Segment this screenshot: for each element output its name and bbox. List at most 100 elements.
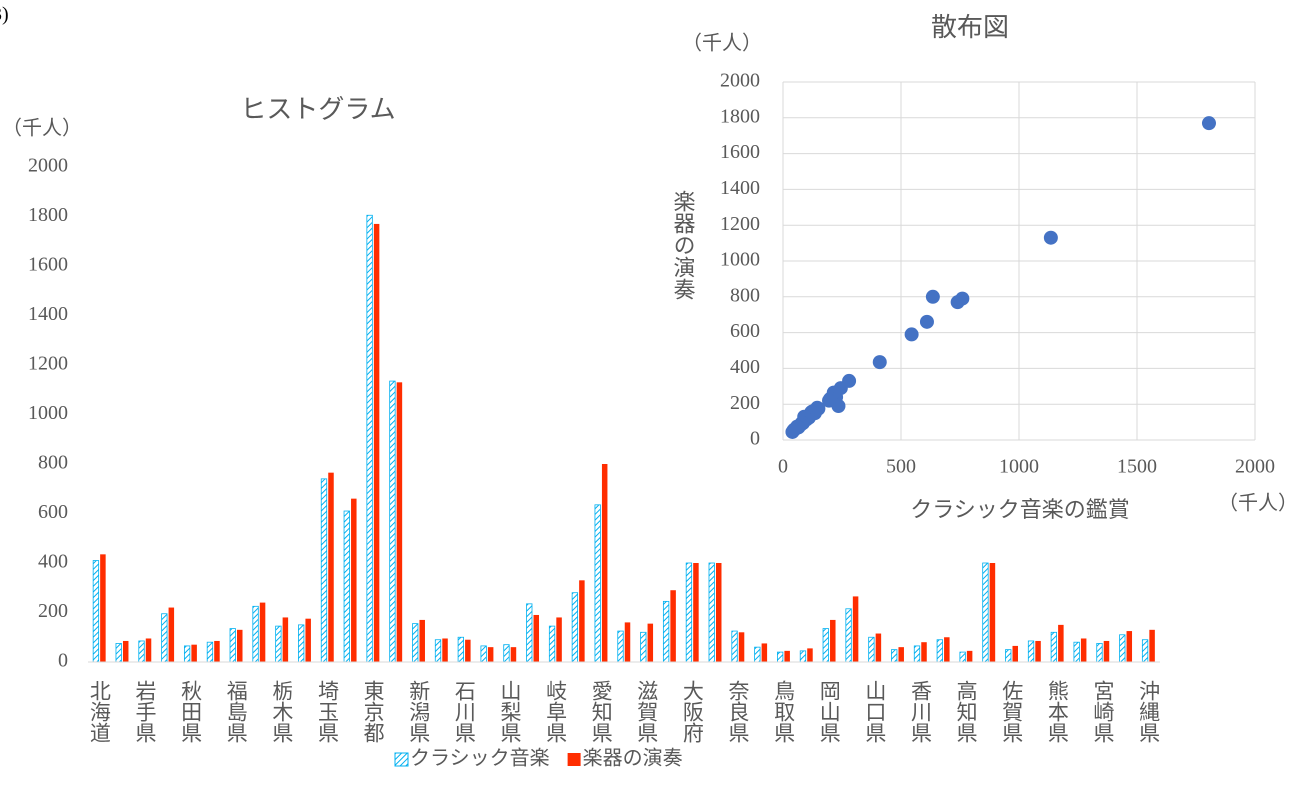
bar bbox=[389, 380, 396, 663]
x-tick-label: 沖縄県 bbox=[1137, 680, 1161, 743]
bar bbox=[328, 472, 334, 662]
point bbox=[904, 327, 919, 342]
y-tick-label: 1800 bbox=[720, 105, 760, 127]
bar bbox=[571, 592, 579, 663]
y-tick-label: 200 bbox=[38, 600, 68, 622]
bar bbox=[1126, 631, 1133, 662]
y-tick-label: 1600 bbox=[720, 141, 760, 163]
bar bbox=[868, 636, 875, 663]
x-tick-label: 石川県 bbox=[452, 680, 476, 743]
bar bbox=[214, 640, 220, 662]
y-tick-label: 600 bbox=[730, 320, 760, 342]
bar bbox=[852, 596, 859, 662]
bar bbox=[1073, 641, 1080, 663]
point bbox=[925, 289, 940, 304]
y-tick-label: 2000 bbox=[720, 70, 760, 92]
bar bbox=[1103, 640, 1110, 662]
x-tick-label: 東京都 bbox=[361, 680, 385, 743]
x-tick-label: 愛知県 bbox=[589, 680, 613, 743]
bar bbox=[275, 625, 282, 663]
y-tick-label: 400 bbox=[730, 356, 760, 378]
bar bbox=[92, 560, 100, 663]
bar bbox=[206, 641, 214, 663]
bar bbox=[579, 580, 585, 662]
bar bbox=[685, 562, 693, 663]
x-tick-label: 北海道 bbox=[87, 680, 111, 743]
bar bbox=[115, 643, 122, 663]
bar bbox=[875, 633, 882, 662]
y-tick-label: 0 bbox=[750, 428, 760, 450]
bar bbox=[1058, 624, 1064, 662]
y-tick-label: 1400 bbox=[720, 177, 760, 199]
x-tick-label: 秋田県 bbox=[179, 680, 203, 743]
bar bbox=[1119, 634, 1126, 663]
bar bbox=[229, 628, 236, 663]
bar bbox=[1096, 643, 1103, 663]
bar bbox=[944, 637, 950, 662]
x-tick-label: 岩手県 bbox=[133, 680, 157, 743]
x-tick-label: 山口県 bbox=[863, 680, 887, 743]
legend-swatch bbox=[567, 753, 581, 766]
bar bbox=[396, 382, 403, 662]
bar bbox=[921, 642, 927, 662]
legend-swatch bbox=[394, 752, 409, 767]
x-tick-label: 宮崎県 bbox=[1091, 680, 1115, 743]
y-tick-label: 1400 bbox=[28, 303, 68, 325]
x-tick-label: 鳥取県 bbox=[772, 680, 796, 743]
y-tick-label: 1200 bbox=[28, 353, 68, 375]
bar bbox=[982, 562, 989, 663]
bar bbox=[480, 645, 487, 663]
point bbox=[785, 424, 800, 439]
bar bbox=[898, 647, 904, 662]
bar bbox=[161, 613, 168, 663]
annotation: 3) bbox=[0, 4, 9, 26]
bar bbox=[1005, 649, 1012, 663]
bar bbox=[487, 647, 494, 662]
point bbox=[950, 295, 965, 310]
x-tick-label: 1500 bbox=[1117, 456, 1157, 478]
x-tick-label: 1000 bbox=[999, 456, 1039, 478]
y-tick-label: 1000 bbox=[720, 249, 760, 271]
y-tick-label: 800 bbox=[38, 452, 68, 474]
legend-label: クラシック音楽 bbox=[410, 747, 550, 770]
scatter-x-unit: （千人） bbox=[1218, 492, 1297, 515]
bar bbox=[138, 640, 145, 663]
bar bbox=[145, 638, 152, 662]
bar bbox=[989, 563, 996, 662]
bar bbox=[601, 464, 608, 662]
bar bbox=[259, 602, 266, 662]
bar bbox=[1080, 638, 1087, 662]
bar bbox=[708, 562, 715, 663]
bar bbox=[465, 639, 471, 662]
bar bbox=[715, 563, 722, 662]
x-tick-label: 香川県 bbox=[909, 680, 933, 743]
bar bbox=[670, 590, 676, 662]
bar bbox=[548, 625, 556, 663]
x-tick-label: 新潟県 bbox=[407, 680, 431, 743]
y-unit: （千人） bbox=[2, 117, 82, 140]
bar bbox=[830, 619, 836, 662]
bar bbox=[526, 603, 533, 663]
bar bbox=[373, 223, 380, 663]
bar bbox=[959, 651, 966, 663]
bar bbox=[533, 614, 540, 662]
legend-label: 楽器の演奏 bbox=[583, 747, 683, 770]
bar bbox=[1141, 639, 1149, 663]
bar bbox=[100, 554, 106, 662]
bar bbox=[412, 623, 419, 663]
bar bbox=[807, 648, 813, 662]
bar bbox=[845, 608, 852, 663]
point bbox=[872, 355, 887, 370]
scatter-x-label: クラシック音楽の鑑賞 bbox=[910, 497, 1130, 522]
bar bbox=[1035, 640, 1041, 662]
bar bbox=[168, 607, 175, 662]
bar bbox=[647, 623, 654, 662]
scatter-title: 散布図 bbox=[931, 13, 1009, 42]
x-tick-label: 栃木県 bbox=[270, 680, 294, 743]
point bbox=[919, 314, 934, 329]
x-tick-label: 佐賀県 bbox=[1000, 680, 1024, 743]
x-tick-label: 500 bbox=[886, 456, 916, 478]
bar bbox=[731, 630, 738, 663]
scatter-y-label: 楽器の演奏 bbox=[671, 190, 696, 300]
